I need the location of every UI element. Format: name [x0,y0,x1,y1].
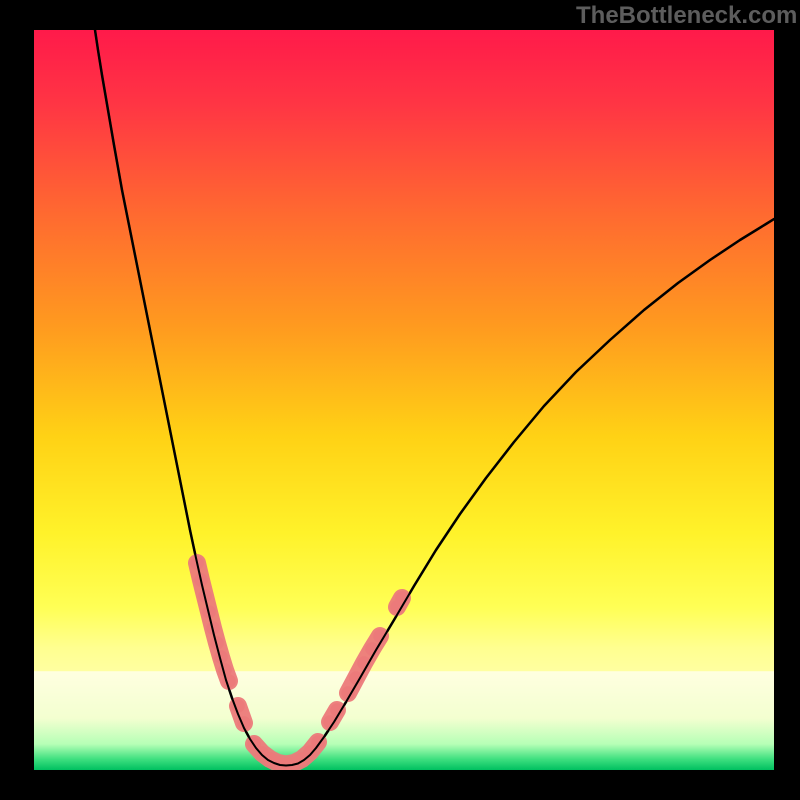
watermark: TheBottleneck.com [576,2,797,30]
plot-background [34,30,774,770]
